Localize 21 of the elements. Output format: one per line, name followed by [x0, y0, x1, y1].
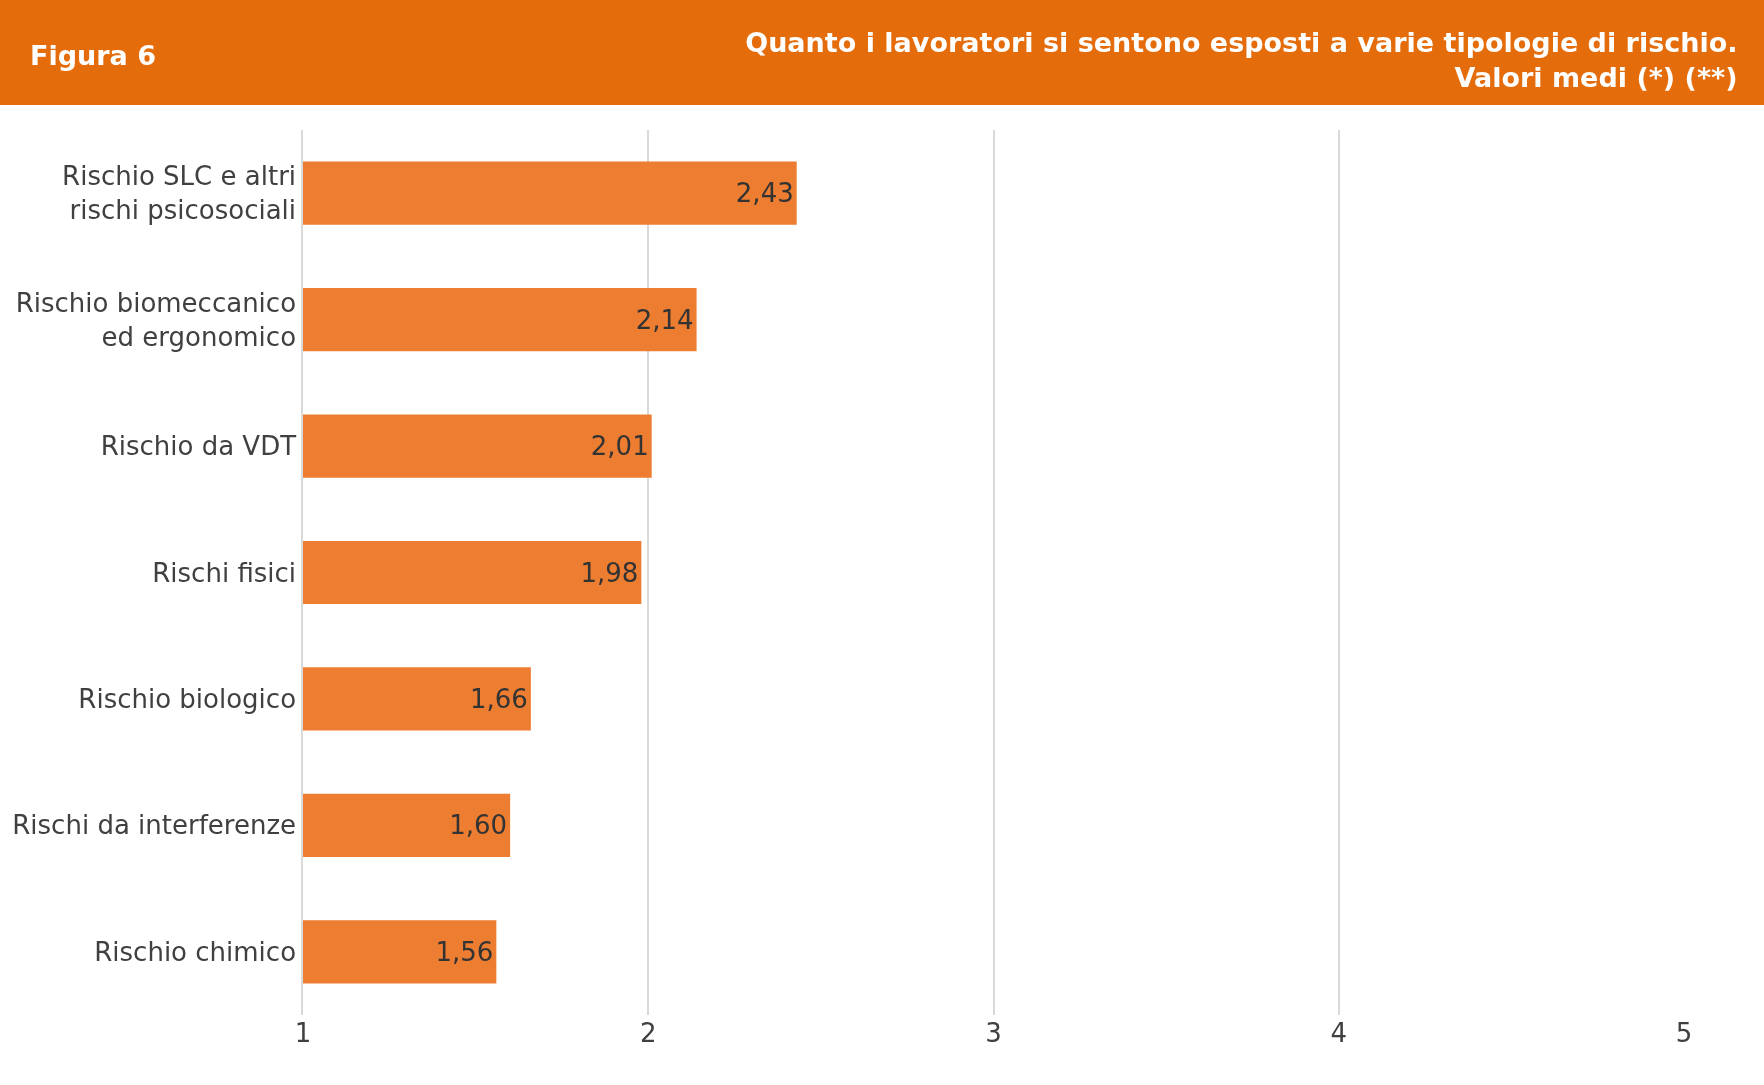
y-tick-label: Rischi fisici — [152, 557, 297, 588]
data-label: 2,43 — [735, 178, 794, 209]
y-tick-label: Rischio biomeccanico ed ergonomico — [15, 287, 297, 352]
x-tick-label: 3 — [985, 1018, 1002, 1048]
data-label: 2,14 — [635, 304, 694, 335]
text: Figura 6 — [30, 40, 156, 71]
data-label: 2,01 — [590, 431, 649, 462]
y-tick-label: Rischi da interferenze — [12, 810, 297, 841]
y-tick-label: Rischio SLC e altri rischi psicosociali — [62, 161, 297, 226]
y-tick-label: Rischio chimico — [94, 936, 297, 967]
data-label: 1,56 — [435, 936, 494, 967]
x-tick-label: 4 — [1330, 1018, 1348, 1048]
chart-title: Quanto i lavoratori si sentono esposti a varie tipologie di rischio. Valori medi (*) (**) — [745, 27, 1738, 94]
x-tick-label: 1 — [294, 1018, 312, 1048]
x-tick-label: 5 — [1675, 1018, 1693, 1048]
y-tick-label: Rischio biologico — [78, 684, 297, 715]
data-label: 1,60 — [449, 810, 508, 841]
y-tick-label: Rischio da VDT — [100, 431, 297, 462]
x-tick-label: 2 — [639, 1018, 657, 1048]
data-label: 1,98 — [580, 557, 639, 588]
data-label: 1,66 — [469, 683, 528, 714]
